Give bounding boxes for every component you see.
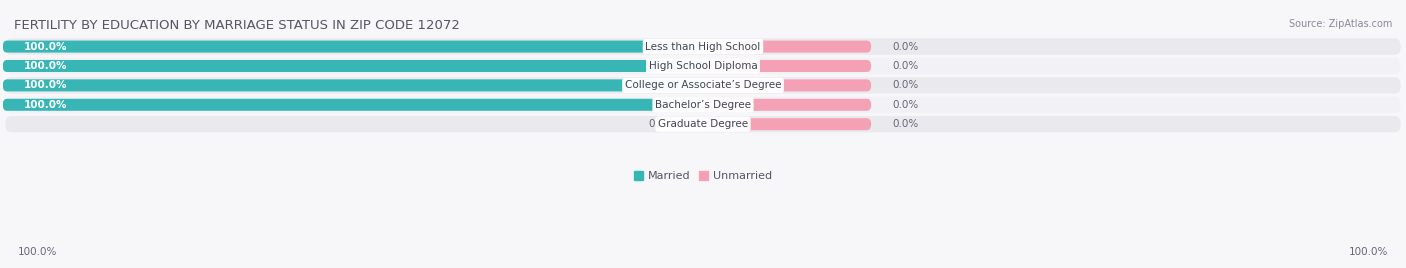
Text: Source: ZipAtlas.com: Source: ZipAtlas.com: [1288, 19, 1392, 29]
Text: FERTILITY BY EDUCATION BY MARRIAGE STATUS IN ZIP CODE 12072: FERTILITY BY EDUCATION BY MARRIAGE STATU…: [14, 19, 460, 32]
Text: High School Diploma: High School Diploma: [648, 61, 758, 71]
FancyBboxPatch shape: [6, 77, 1400, 94]
Text: Less than High School: Less than High School: [645, 42, 761, 51]
FancyBboxPatch shape: [703, 118, 872, 130]
Legend: Married, Unmarried: Married, Unmarried: [630, 167, 776, 186]
Text: 100.0%: 100.0%: [24, 61, 67, 71]
Text: 0.0%: 0.0%: [891, 119, 918, 129]
Text: 0.0%: 0.0%: [648, 119, 675, 129]
FancyBboxPatch shape: [6, 58, 1400, 74]
Text: 100.0%: 100.0%: [1348, 247, 1388, 257]
FancyBboxPatch shape: [6, 116, 1400, 132]
FancyBboxPatch shape: [703, 40, 872, 53]
Text: Bachelor’s Degree: Bachelor’s Degree: [655, 100, 751, 110]
Text: 100.0%: 100.0%: [18, 247, 58, 257]
FancyBboxPatch shape: [6, 38, 1400, 55]
Text: 100.0%: 100.0%: [24, 42, 67, 51]
FancyBboxPatch shape: [3, 60, 703, 72]
Text: 0.0%: 0.0%: [891, 100, 918, 110]
Text: 100.0%: 100.0%: [24, 80, 67, 90]
Text: 0.0%: 0.0%: [891, 61, 918, 71]
FancyBboxPatch shape: [3, 79, 703, 91]
Text: 100.0%: 100.0%: [24, 100, 67, 110]
Text: 0.0%: 0.0%: [891, 42, 918, 51]
FancyBboxPatch shape: [703, 99, 872, 111]
FancyBboxPatch shape: [3, 99, 703, 111]
FancyBboxPatch shape: [703, 60, 872, 72]
Text: College or Associate’s Degree: College or Associate’s Degree: [624, 80, 782, 90]
FancyBboxPatch shape: [703, 79, 872, 91]
FancyBboxPatch shape: [3, 40, 703, 53]
Text: Graduate Degree: Graduate Degree: [658, 119, 748, 129]
FancyBboxPatch shape: [6, 97, 1400, 113]
Text: 0.0%: 0.0%: [891, 80, 918, 90]
